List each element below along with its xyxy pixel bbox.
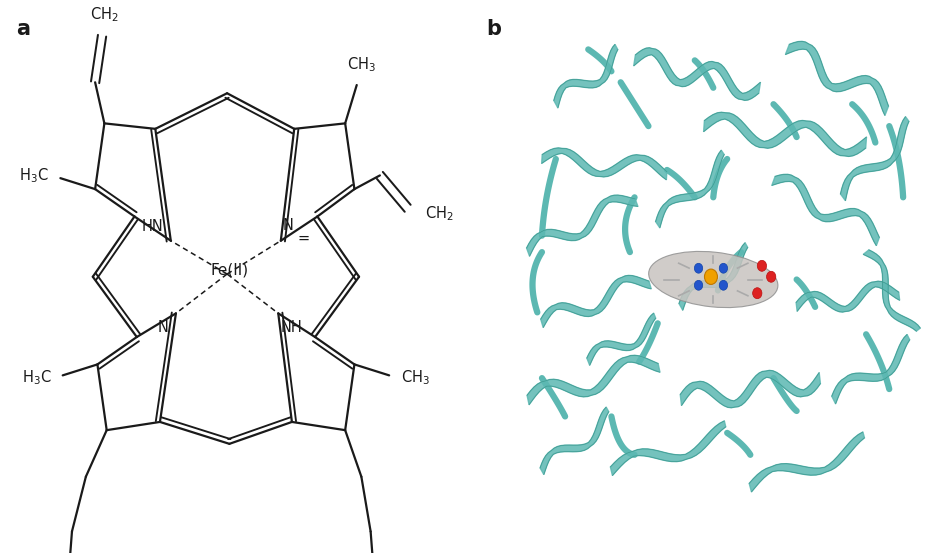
- Polygon shape: [527, 356, 659, 405]
- Polygon shape: [655, 150, 723, 228]
- Polygon shape: [863, 250, 919, 331]
- Polygon shape: [839, 117, 908, 201]
- Polygon shape: [784, 41, 887, 115]
- Text: a: a: [16, 19, 30, 39]
- Ellipse shape: [648, 252, 777, 307]
- Polygon shape: [831, 334, 909, 404]
- Polygon shape: [633, 48, 760, 100]
- Ellipse shape: [751, 288, 761, 299]
- Text: CH$_3$: CH$_3$: [346, 55, 376, 74]
- Polygon shape: [749, 432, 864, 492]
- Ellipse shape: [756, 260, 766, 271]
- Text: NH: NH: [280, 320, 302, 335]
- Ellipse shape: [718, 263, 727, 273]
- Polygon shape: [610, 421, 725, 476]
- Ellipse shape: [766, 271, 775, 282]
- Polygon shape: [540, 407, 608, 475]
- Polygon shape: [703, 112, 866, 157]
- Polygon shape: [540, 276, 650, 328]
- Text: =: =: [296, 230, 309, 245]
- Text: H$_3$C: H$_3$C: [22, 369, 51, 387]
- Text: CH$_3$: CH$_3$: [400, 369, 430, 387]
- Polygon shape: [795, 281, 899, 312]
- Text: N: N: [158, 320, 169, 335]
- Text: b: b: [486, 19, 501, 39]
- Text: CH$_2$: CH$_2$: [425, 205, 453, 223]
- Polygon shape: [553, 44, 617, 108]
- Polygon shape: [526, 195, 637, 256]
- Text: HN: HN: [142, 219, 163, 234]
- Text: N: N: [283, 217, 294, 233]
- Ellipse shape: [718, 281, 727, 290]
- Ellipse shape: [703, 269, 716, 285]
- Ellipse shape: [694, 281, 702, 290]
- Polygon shape: [586, 313, 655, 365]
- Polygon shape: [680, 371, 819, 408]
- Text: H$_3$C: H$_3$C: [19, 166, 49, 185]
- Polygon shape: [541, 148, 666, 180]
- Text: Fe(II): Fe(II): [211, 262, 248, 277]
- Ellipse shape: [694, 263, 702, 273]
- Polygon shape: [679, 243, 747, 310]
- Polygon shape: [771, 174, 879, 245]
- Text: CH$_2$: CH$_2$: [90, 5, 119, 23]
